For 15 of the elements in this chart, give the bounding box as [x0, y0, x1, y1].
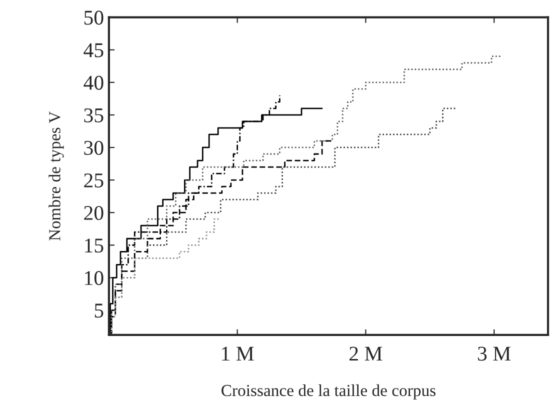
- y-tick-label: 30: [84, 140, 104, 155]
- x-tick-label: 3 M: [478, 346, 511, 361]
- y-tick-label: 50: [84, 10, 104, 25]
- y-tick-label: 45: [84, 43, 104, 58]
- x-tick-label: 2 M: [350, 346, 382, 361]
- y-tick-label: 10: [85, 271, 104, 286]
- x-axis-title: Croissance de la taille de corpus: [222, 384, 436, 400]
- y-tick-label: 20: [84, 206, 104, 220]
- y-tick-label: 5: [94, 304, 104, 318]
- y-tick-label: 25: [84, 173, 104, 188]
- y-tick-label: 15: [85, 238, 104, 253]
- y-tick-label: 35: [84, 108, 104, 122]
- y-tick-label: 40: [84, 76, 104, 90]
- x-tick-label: 1 M: [222, 346, 254, 361]
- y-axis-title: Nombre de types V: [48, 111, 64, 241]
